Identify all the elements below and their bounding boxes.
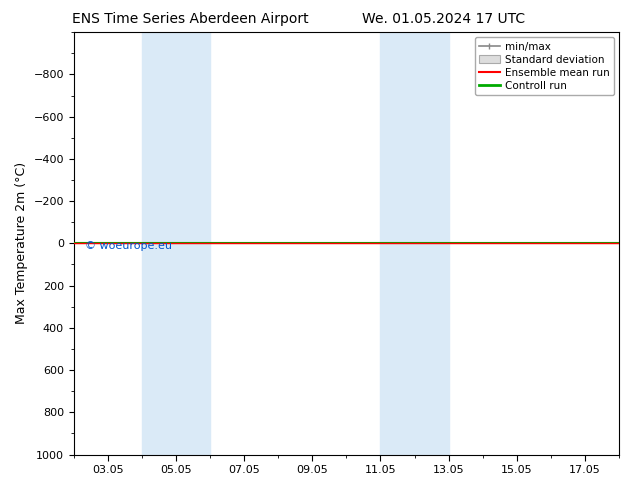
Text: © woeurope.eu: © woeurope.eu <box>85 241 172 251</box>
Text: ENS Time Series Aberdeen Airport: ENS Time Series Aberdeen Airport <box>72 12 309 26</box>
Legend: min/max, Standard deviation, Ensemble mean run, Controll run: min/max, Standard deviation, Ensemble me… <box>475 37 614 95</box>
Bar <box>380 32 449 455</box>
Bar <box>142 32 210 455</box>
Y-axis label: Max Temperature 2m (°C): Max Temperature 2m (°C) <box>15 162 28 324</box>
Text: We. 01.05.2024 17 UTC: We. 01.05.2024 17 UTC <box>362 12 526 26</box>
